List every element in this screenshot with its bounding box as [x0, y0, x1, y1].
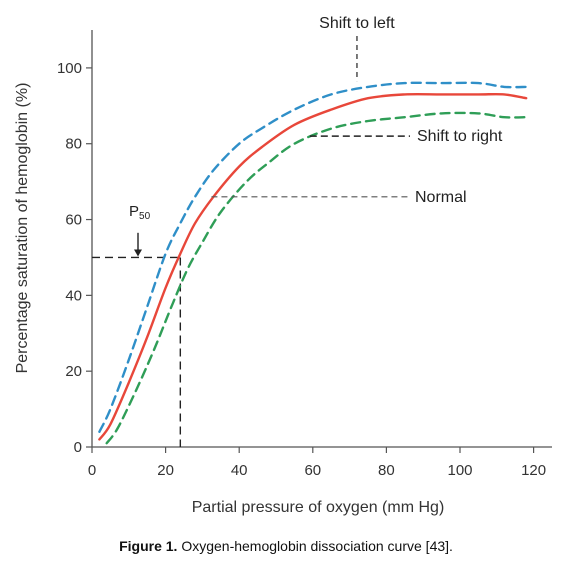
y-tick-label: 20: [65, 363, 82, 380]
p50-arrow-head: [134, 249, 142, 257]
x-axis-label: Partial pressure of oxygen (mm Hg): [192, 499, 445, 516]
caption-text: Oxygen-hemoglobin dissociation curve [43…: [177, 538, 453, 554]
x-tick-label: 20: [157, 462, 174, 479]
oxygen-dissociation-chart: 0 20 40 60 80 100 0 20 40 60 80 100 120 P50 Shift to…: [14, 15, 552, 516]
annotation-shift-left: Shift to left: [319, 15, 395, 32]
x-tick-label: 60: [304, 462, 321, 479]
p50-guides: P50: [92, 203, 182, 447]
annotation-shift-right: Shift to right: [417, 128, 503, 145]
axes: [86, 30, 552, 453]
tick-labels: 0 20 40 60 80 100 0 20 40 60 80 100 120: [57, 60, 546, 479]
y-axis-label: Percentage saturation of hemoglobin (%): [14, 83, 31, 374]
figure-caption: Figure 1. Oxygen-hemoglobin dissociation…: [0, 538, 572, 554]
curves: [98, 81, 528, 445]
p50-label: P50: [129, 203, 151, 222]
y-tick-label: 0: [74, 439, 82, 456]
p50-label-subscript: 50: [139, 211, 151, 222]
y-tick-label: 80: [65, 136, 82, 153]
curve-shift-to-right: [105, 111, 528, 445]
p50-label-main: P: [129, 203, 139, 220]
curve-normal: [98, 92, 528, 441]
y-tick-label: 100: [57, 60, 82, 77]
annotations: Shift to left Shift to right Normal: [211, 15, 503, 206]
annotation-normal: Normal: [415, 189, 467, 206]
x-tick-label: 0: [88, 462, 96, 479]
y-tick-label: 60: [65, 212, 82, 229]
x-tick-label: 40: [231, 462, 248, 479]
x-tick-label: 80: [378, 462, 395, 479]
y-tick-label: 40: [65, 287, 82, 304]
x-tick-label: 100: [447, 462, 472, 479]
curve-shift-to-left: [98, 81, 528, 433]
caption-label: Figure 1.: [119, 538, 178, 554]
x-tick-label: 120: [521, 462, 546, 479]
